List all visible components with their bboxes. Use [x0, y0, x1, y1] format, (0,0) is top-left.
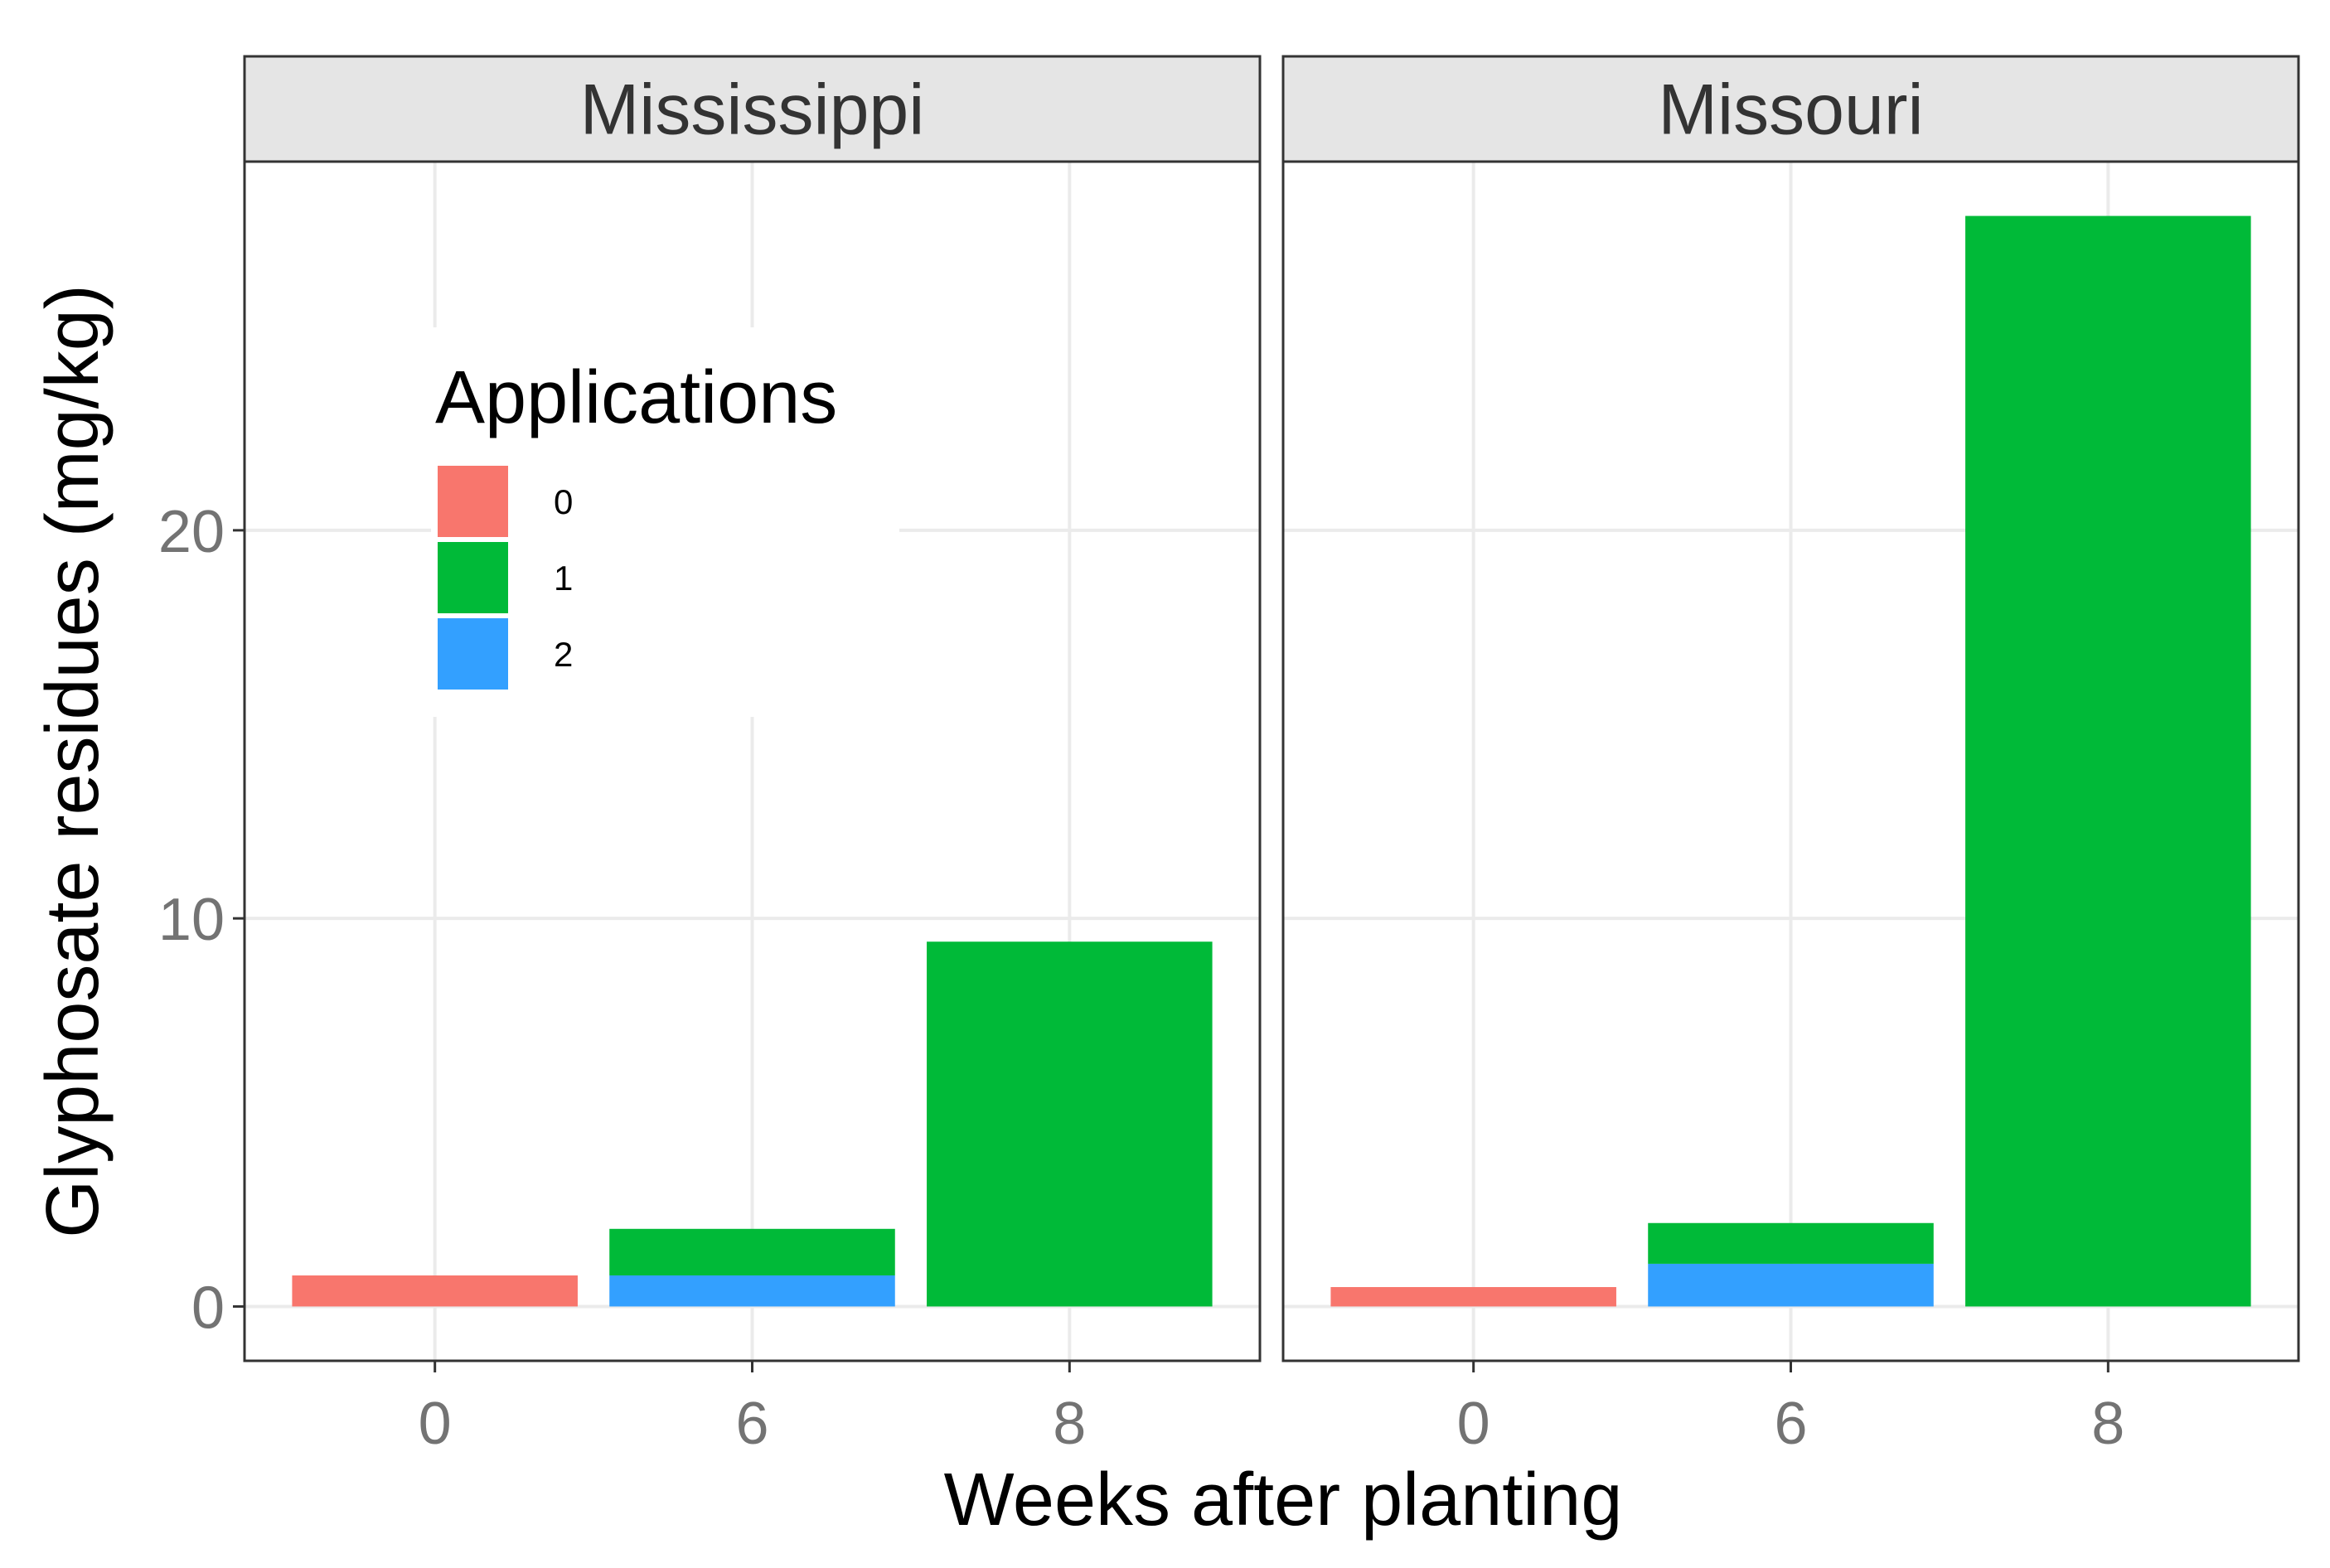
x-tick-label: 6: [735, 1391, 768, 1457]
x-tick-label: 8: [1053, 1391, 1086, 1457]
bar-segment-app-1-week-6: [609, 1228, 895, 1275]
bar-segment-app-2-week-6: [1648, 1263, 1934, 1307]
facet-strip: [243, 55, 1262, 163]
facet-strip: [1281, 55, 2300, 163]
bar-segment-app-1-week-8: [1965, 215, 2251, 1307]
x-tick-label: 0: [419, 1391, 452, 1457]
legend-title: Applications: [435, 356, 837, 439]
facet-strip-label: Mississippi: [580, 70, 925, 150]
legend-key-2: [438, 618, 508, 690]
legend-key-0: [438, 466, 508, 537]
bar-segment-app-1-week-6: [1648, 1222, 1934, 1264]
legend-label-2: 2: [554, 635, 573, 674]
y-axis-title: Glyphosate residues (mg/kg): [31, 284, 114, 1238]
legend-key-1: [438, 542, 508, 613]
y-tick-label: 20: [158, 499, 225, 565]
legend-label-1: 1: [554, 559, 573, 598]
x-tick-label: 0: [1457, 1391, 1490, 1457]
bar-segment-app-2-week-6: [609, 1275, 895, 1307]
facet-strip-label: Missouri: [1658, 70, 1923, 150]
x-tick-label: 6: [1774, 1391, 1807, 1457]
panel-mississippi: Mississippi 0 6 8: [243, 55, 1262, 1457]
legend: Applications 0 1 2: [431, 327, 899, 717]
bar-segment-app-0-week-0: [292, 1275, 578, 1307]
bar-segment-app-1-week-8: [927, 941, 1213, 1307]
y-tick-label: 10: [158, 887, 225, 953]
y-tick-label: 0: [191, 1275, 225, 1341]
legend-background: [431, 327, 899, 717]
x-axis-title: Weeks after planting: [944, 1459, 1623, 1541]
panel-missouri: Missouri 0 6 8: [1281, 55, 2300, 1457]
bar-segment-app-0-week-0: [1330, 1287, 1616, 1307]
x-tick-label: 8: [2091, 1391, 2124, 1457]
legend-label-0: 0: [554, 482, 573, 521]
